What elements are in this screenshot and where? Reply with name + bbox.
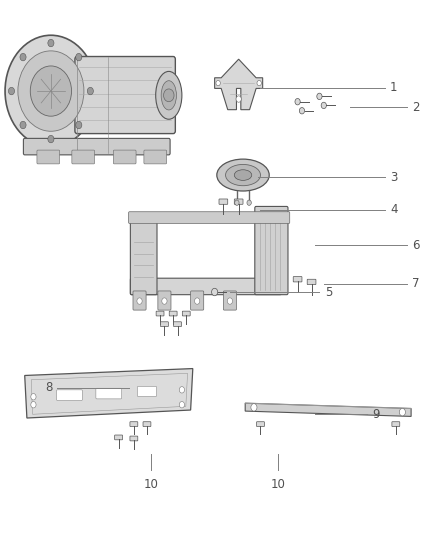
Text: 5: 5 — [325, 286, 332, 298]
FancyBboxPatch shape — [257, 422, 265, 426]
Circle shape — [31, 393, 36, 400]
FancyBboxPatch shape — [37, 150, 60, 164]
Ellipse shape — [234, 169, 252, 180]
FancyBboxPatch shape — [113, 150, 136, 164]
FancyBboxPatch shape — [160, 322, 168, 327]
Polygon shape — [25, 368, 193, 418]
Circle shape — [48, 135, 54, 143]
Ellipse shape — [155, 71, 182, 119]
Text: 1: 1 — [390, 82, 398, 94]
Circle shape — [20, 53, 26, 61]
Circle shape — [295, 99, 300, 105]
Circle shape — [5, 35, 97, 147]
Circle shape — [48, 39, 54, 47]
Circle shape — [8, 87, 14, 95]
Circle shape — [162, 298, 167, 304]
Text: 2: 2 — [412, 101, 420, 114]
Circle shape — [299, 108, 304, 114]
Circle shape — [257, 80, 261, 86]
Circle shape — [227, 298, 233, 304]
Ellipse shape — [217, 159, 269, 191]
Circle shape — [236, 96, 241, 102]
Ellipse shape — [161, 80, 177, 110]
FancyBboxPatch shape — [144, 150, 166, 164]
Circle shape — [251, 403, 257, 411]
Circle shape — [321, 102, 326, 109]
FancyBboxPatch shape — [23, 139, 170, 155]
FancyBboxPatch shape — [57, 390, 82, 400]
Circle shape — [212, 288, 218, 296]
Circle shape — [76, 122, 82, 129]
FancyBboxPatch shape — [115, 435, 123, 440]
Text: 7: 7 — [412, 277, 420, 290]
FancyBboxPatch shape — [392, 422, 400, 426]
Circle shape — [247, 200, 251, 205]
Text: 8: 8 — [45, 381, 52, 394]
FancyBboxPatch shape — [130, 436, 138, 441]
FancyBboxPatch shape — [131, 278, 282, 295]
FancyBboxPatch shape — [96, 388, 122, 399]
Circle shape — [31, 401, 36, 408]
Text: 4: 4 — [390, 203, 398, 216]
FancyBboxPatch shape — [143, 422, 151, 426]
FancyBboxPatch shape — [169, 311, 177, 316]
Circle shape — [399, 408, 406, 416]
FancyBboxPatch shape — [234, 199, 243, 204]
Text: 10: 10 — [144, 478, 159, 490]
FancyBboxPatch shape — [138, 386, 156, 397]
Text: 9: 9 — [373, 408, 380, 421]
Circle shape — [76, 53, 82, 61]
Circle shape — [18, 51, 84, 131]
Circle shape — [235, 200, 239, 205]
Polygon shape — [245, 403, 411, 416]
FancyBboxPatch shape — [158, 291, 171, 310]
FancyBboxPatch shape — [130, 422, 138, 426]
Circle shape — [30, 66, 71, 116]
FancyBboxPatch shape — [129, 212, 290, 223]
FancyBboxPatch shape — [219, 199, 228, 204]
FancyBboxPatch shape — [307, 279, 316, 285]
Circle shape — [179, 386, 184, 393]
Circle shape — [317, 93, 322, 100]
Circle shape — [216, 80, 220, 86]
Ellipse shape — [226, 165, 261, 185]
FancyBboxPatch shape — [131, 217, 157, 295]
FancyBboxPatch shape — [293, 277, 302, 282]
FancyBboxPatch shape — [173, 322, 181, 327]
Text: 3: 3 — [390, 171, 398, 184]
FancyBboxPatch shape — [191, 291, 204, 310]
Text: 6: 6 — [412, 239, 420, 252]
FancyBboxPatch shape — [75, 56, 175, 134]
Polygon shape — [215, 59, 263, 110]
FancyBboxPatch shape — [133, 291, 146, 310]
FancyBboxPatch shape — [156, 311, 164, 316]
Text: 10: 10 — [271, 478, 286, 490]
Circle shape — [20, 122, 26, 129]
Circle shape — [179, 401, 184, 408]
FancyBboxPatch shape — [255, 206, 288, 295]
Circle shape — [194, 298, 200, 304]
Circle shape — [137, 298, 142, 304]
FancyBboxPatch shape — [72, 150, 95, 164]
FancyBboxPatch shape — [182, 311, 190, 316]
Circle shape — [87, 87, 93, 95]
Circle shape — [163, 89, 174, 102]
FancyBboxPatch shape — [223, 291, 237, 310]
